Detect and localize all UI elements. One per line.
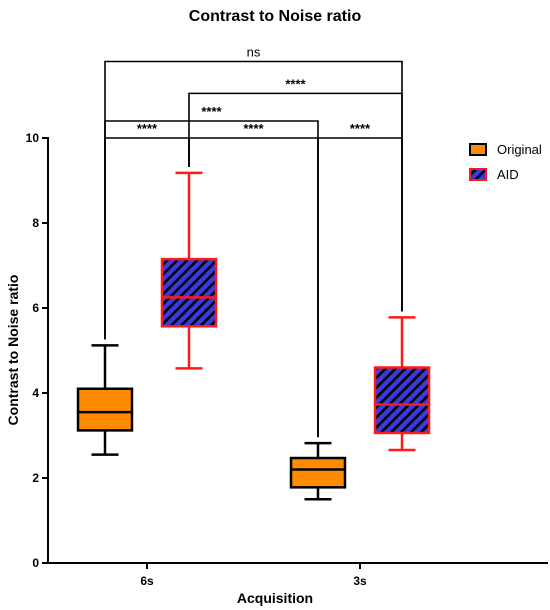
legend-swatch	[469, 143, 487, 156]
significance-label: ****	[137, 121, 158, 136]
box-iqr	[76, 387, 134, 432]
legend: Original AID	[469, 142, 542, 182]
legend-swatch	[469, 168, 487, 181]
significance-label: ****	[350, 121, 371, 136]
significance-label: ****	[243, 121, 264, 136]
y-tick-label: 0	[32, 556, 39, 570]
y-tick-label: 4	[32, 386, 39, 400]
x-tick-label: 3s	[353, 574, 367, 588]
legend-label: Original	[497, 142, 542, 157]
box-original-6s	[76, 344, 134, 456]
x-tick-label: 6s	[140, 574, 154, 588]
legend-item-original: Original	[469, 142, 542, 157]
y-axis-label: Contrast to Noise ratio	[5, 275, 21, 426]
boxes	[76, 171, 431, 501]
chart-title: Contrast to Noise ratio	[189, 8, 362, 25]
significance-brackets: **** **** **** **** **** ns	[104, 45, 403, 438]
y-tick-label: 6	[32, 301, 39, 315]
significance-bracket: ns	[104, 45, 403, 340]
significance-label: ****	[285, 76, 306, 91]
box-iqr	[373, 366, 431, 435]
box-iqr	[160, 257, 218, 328]
box-original-3s	[289, 441, 347, 501]
box-aid-6s	[160, 171, 218, 370]
significance-label: ****	[201, 104, 222, 119]
axes: 0 2 4 6 8 10 6s 3s	[26, 131, 548, 588]
box-iqr	[289, 456, 347, 489]
y-tick-label: 8	[32, 216, 39, 230]
legend-item-aid: AID	[469, 167, 519, 182]
legend-label: AID	[497, 167, 519, 182]
y-tick-label: 2	[32, 471, 39, 485]
y-tick-label: 10	[26, 131, 40, 145]
bracket-line	[104, 60, 403, 340]
box-aid-3s	[373, 316, 431, 452]
significance-label: ns	[247, 45, 261, 60]
x-axis-label: Acquisition	[237, 590, 313, 606]
